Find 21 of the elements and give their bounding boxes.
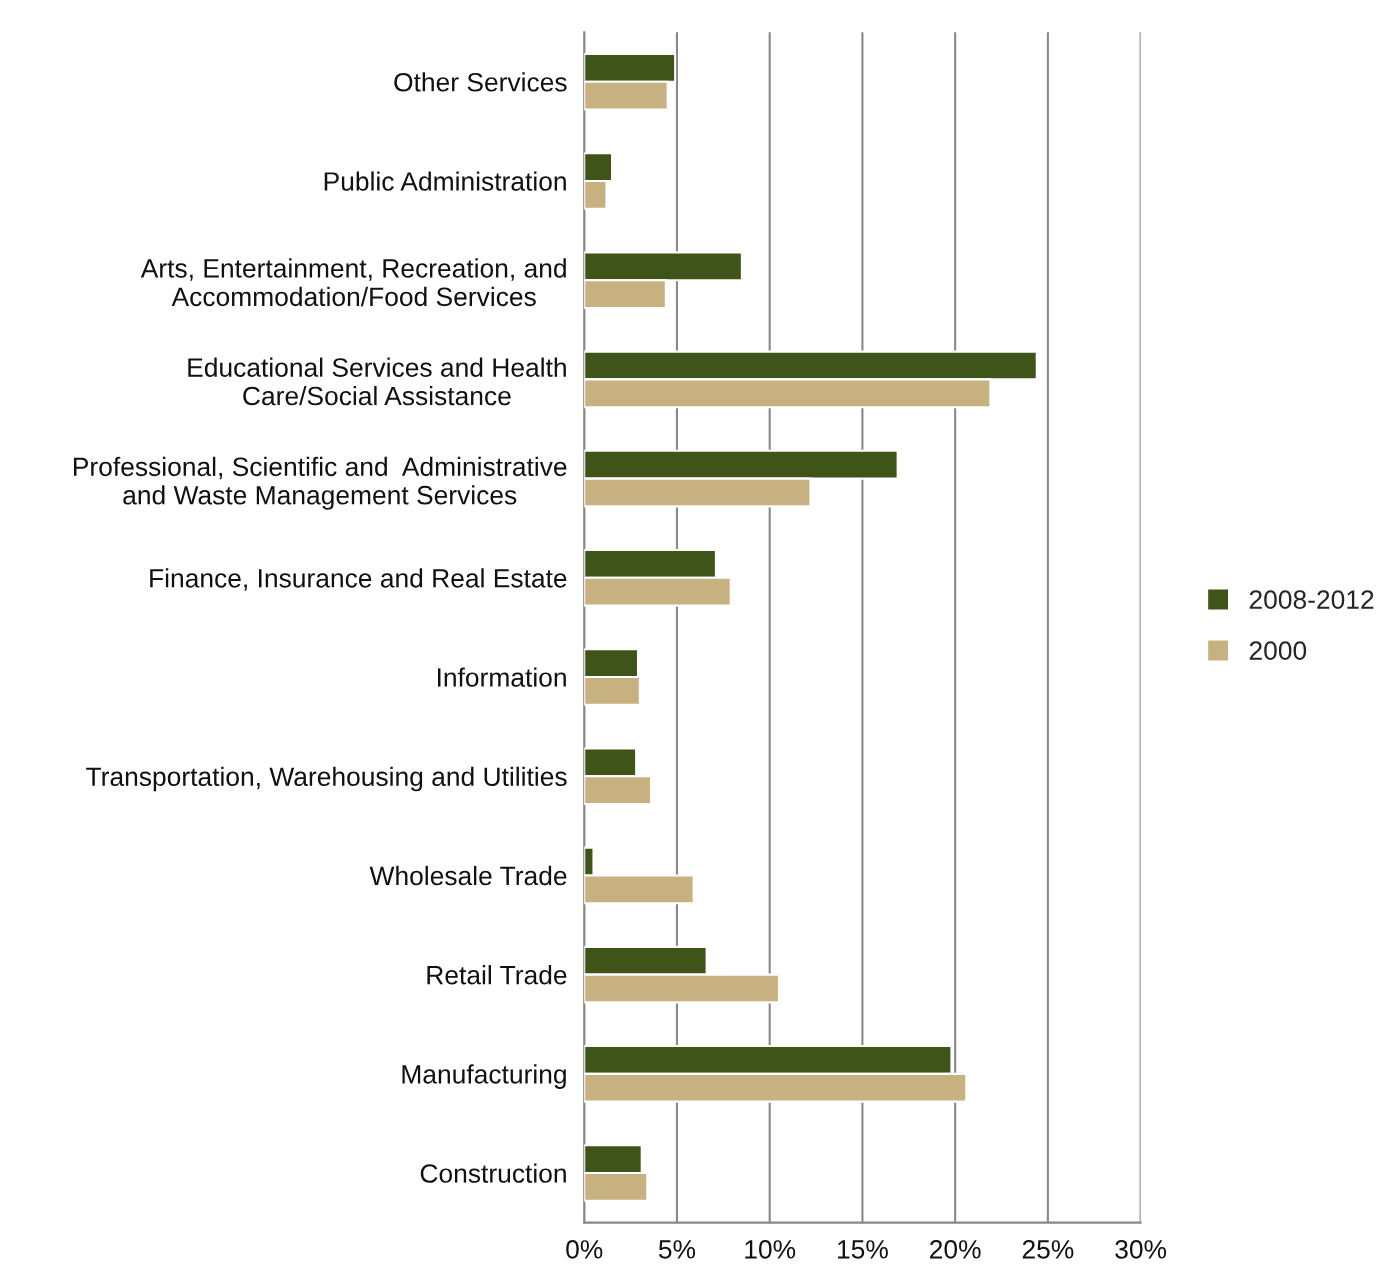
x-tick-label: 15% — [838, 1240, 888, 1259]
x-tick-label: 5% — [658, 1240, 696, 1259]
y-tick-label: Construction — [420, 1163, 566, 1183]
y-tick-label: Public Administration — [324, 171, 566, 191]
y-tick-label: Other Services — [394, 72, 567, 92]
x-tick-label: 20% — [930, 1240, 981, 1259]
y-tick-label: Retail Trade — [427, 965, 567, 985]
y-tick-label: Finance, Insurance and Real Estate — [150, 568, 567, 591]
legend-label: 2008-2012 — [1249, 590, 1374, 609]
y-tick-label: Arts, Entertainment, Recreation, and Accommodation/Food Services — [140, 258, 566, 307]
x-tick-label: 25% — [1022, 1240, 1074, 1259]
x-tick-label: 30% — [1115, 1240, 1167, 1259]
y-tick-label: Wholesale Trade — [369, 865, 567, 886]
y-tick-label: Educational Services and Health Care/Social Assistance — [188, 357, 566, 406]
legend-label: 2000 — [1249, 641, 1307, 660]
y-tick-label: Professional, Scientific and Administrative and Waste Management Services — [73, 456, 567, 510]
x-tick-label: 0% — [566, 1240, 603, 1259]
x-tick-label: 10% — [745, 1240, 796, 1259]
y-tick-label: Manufacturing — [402, 1064, 566, 1089]
y-tick-label: Transportation, Warehousing and Utilities — [86, 766, 567, 792]
y-tick-label: Information — [437, 667, 566, 687]
